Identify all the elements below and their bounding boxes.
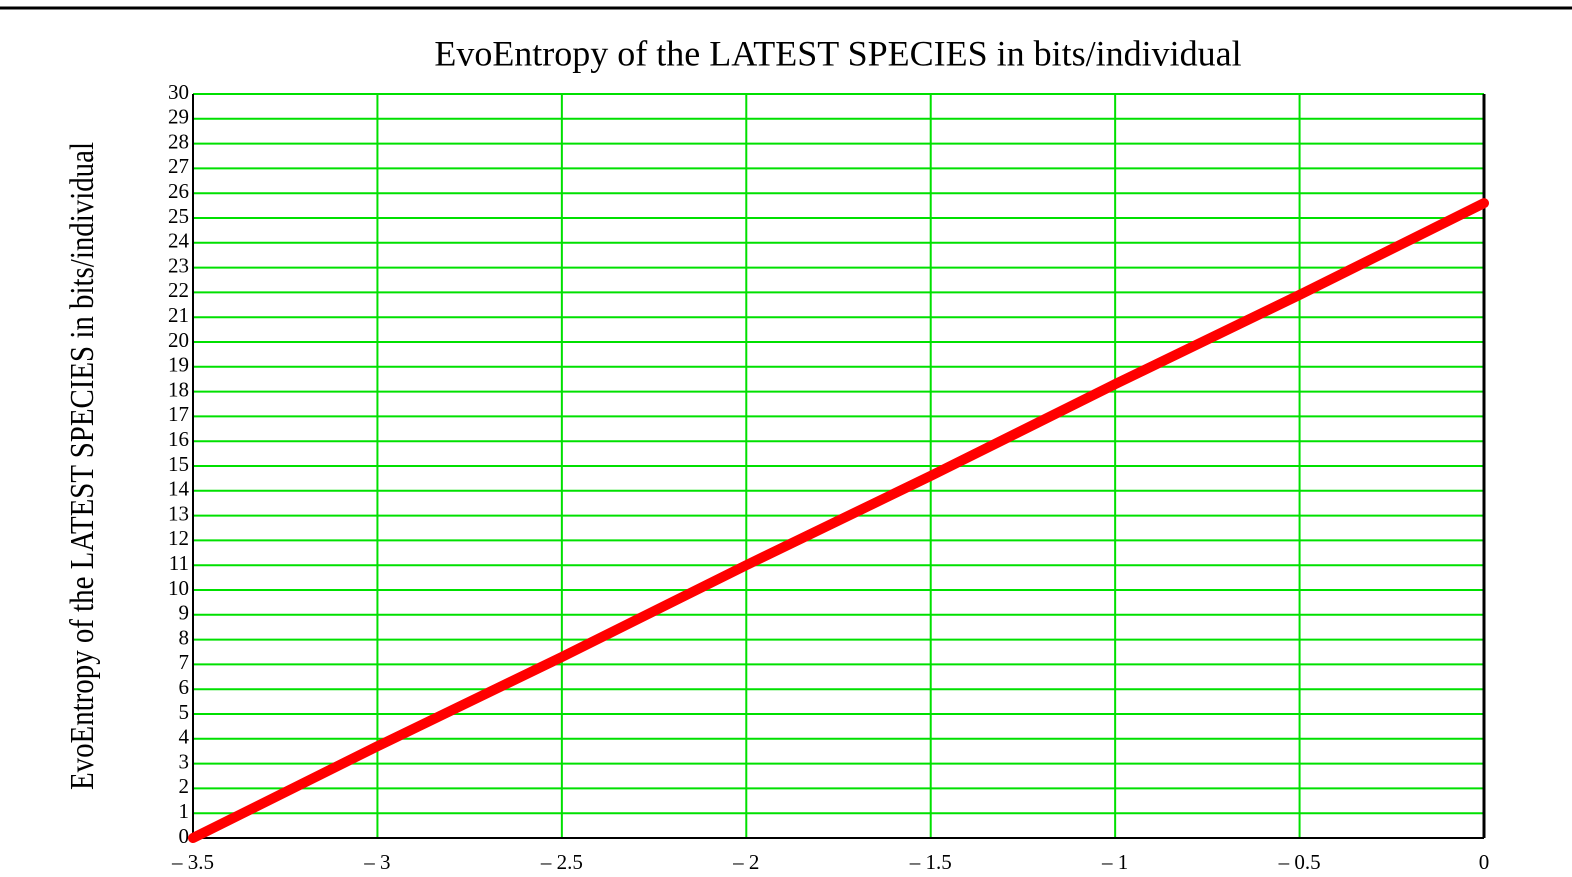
y-tick-label: 25 [168,204,189,228]
y-tick-label: 8 [179,625,190,649]
y-tick-label: 16 [168,427,189,451]
y-tick-label: 14 [168,477,190,501]
y-tick-label: 4 [179,725,190,749]
y-tick-label: 19 [168,353,189,377]
x-tick-label: – 1 [1101,850,1128,874]
y-tick-label: 21 [168,303,189,327]
y-tick-label: 18 [168,377,189,401]
y-tick-label: 7 [179,650,190,674]
x-tick-label: – 1.5 [909,850,952,874]
y-tick-label: 17 [168,402,189,426]
y-tick-label: 29 [168,105,189,129]
y-tick-label: 22 [168,278,189,302]
y-tick-label: 2 [179,774,190,798]
y-axis-label: EvoEntropy of the LATEST SPECIES in bits… [63,142,101,790]
y-tick-label: 10 [168,576,189,600]
y-tick-label: 30 [168,80,189,104]
y-tick-label: 28 [168,129,189,153]
y-tick-label: 27 [168,154,189,178]
x-tick-label: – 3.5 [171,850,214,874]
y-tick-label: 6 [179,675,190,699]
y-tick-label: 20 [168,328,189,352]
chart-title: EvoEntropy of the LATEST SPECIES in bits… [434,33,1241,73]
y-tick-label: 26 [168,179,189,203]
x-tick-label: 0 [1479,850,1490,874]
x-tick-label: – 2 [732,850,759,874]
y-tick-label: 15 [168,452,189,476]
data-line [188,198,1489,843]
x-tick-label: – 3 [363,850,390,874]
x-tick-label: – 2.5 [540,850,583,874]
y-tick-label: 13 [168,501,189,525]
y-tick-label: 5 [179,700,190,724]
y-tick-label: 0 [179,824,190,848]
y-tick-label: 23 [168,253,189,277]
x-tick-label: – 0.5 [1278,850,1321,874]
y-tick-label: 1 [179,799,190,823]
y-tick-label: 11 [169,551,189,575]
y-tick-label: 24 [168,229,190,253]
y-tick-label: 3 [179,749,190,773]
y-tick-label: 9 [179,601,190,625]
y-tick-label: 12 [168,526,189,550]
